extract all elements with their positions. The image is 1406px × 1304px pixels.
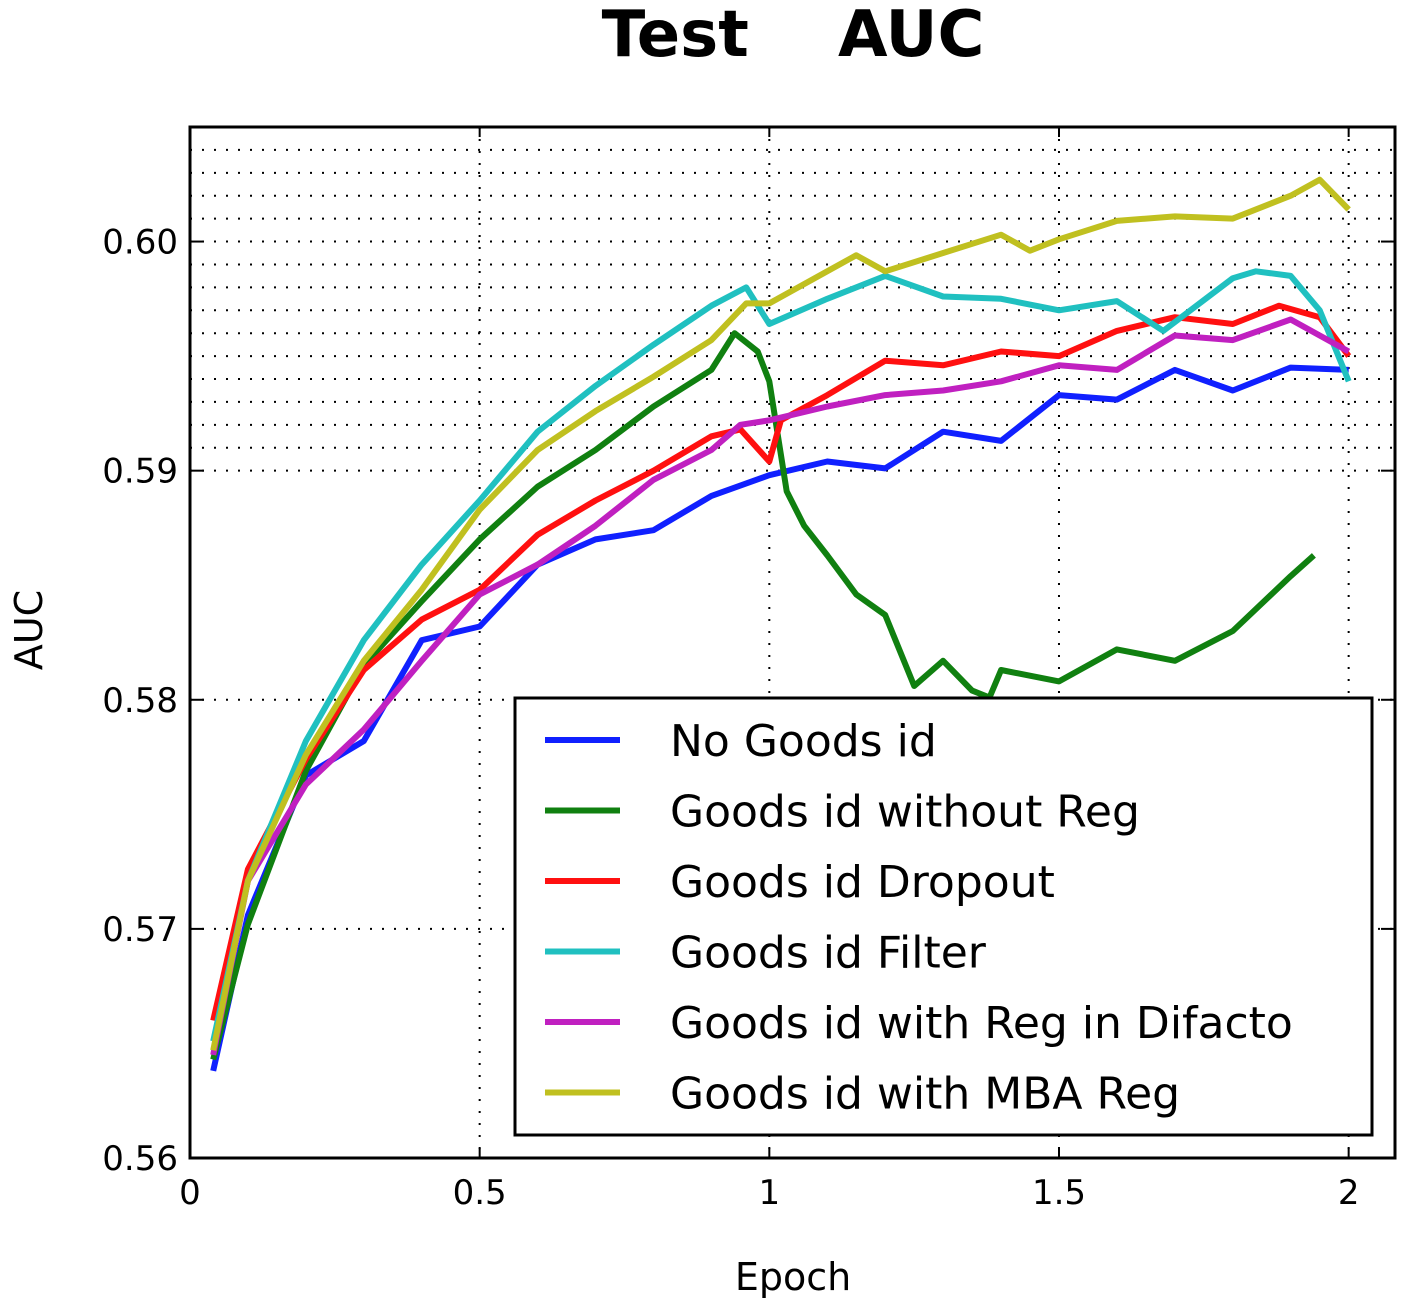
legend-box <box>513 696 1374 1137</box>
legend-label: Goods id with Reg in Difacto <box>670 998 1293 1049</box>
plot-frame <box>188 125 1397 1160</box>
x-tick-label: 0 <box>179 1173 201 1213</box>
series-lines <box>210 176 1352 1072</box>
x-tick-label: 1.5 <box>1032 1173 1086 1213</box>
y-tick-label: 0.60 <box>102 223 178 263</box>
legend-label: Goods id Filter <box>670 928 987 979</box>
series-line-4 <box>210 268 1352 1042</box>
legend-label: Goods id without Reg <box>670 787 1140 838</box>
series-line-2 <box>210 330 1316 1061</box>
x-tick-label: 2 <box>1338 1173 1360 1213</box>
series-line-5 <box>210 316 1351 1056</box>
legend: No Goods id Goods id without Reg Goods id … <box>513 696 1374 1137</box>
legend-label: No Goods id <box>670 716 937 767</box>
series-line-6 <box>210 176 1351 1051</box>
chart-title: Test AUC <box>602 0 985 72</box>
y-tick-label: 0.57 <box>102 910 178 950</box>
x-tick-label: 0.5 <box>453 1173 507 1213</box>
y-axis-label: AUC <box>7 590 51 670</box>
x-tick-label: 1 <box>759 1173 781 1213</box>
legend-label: Goods id Dropout <box>670 857 1055 908</box>
y-tick-label: 0.58 <box>102 681 178 721</box>
y-tick-label: 0.56 <box>102 1139 178 1179</box>
y-tick-label: 0.59 <box>102 452 178 492</box>
legend-label: Goods id with MBA Reg <box>670 1069 1180 1120</box>
x-axis-label: Epoch <box>735 1255 851 1299</box>
